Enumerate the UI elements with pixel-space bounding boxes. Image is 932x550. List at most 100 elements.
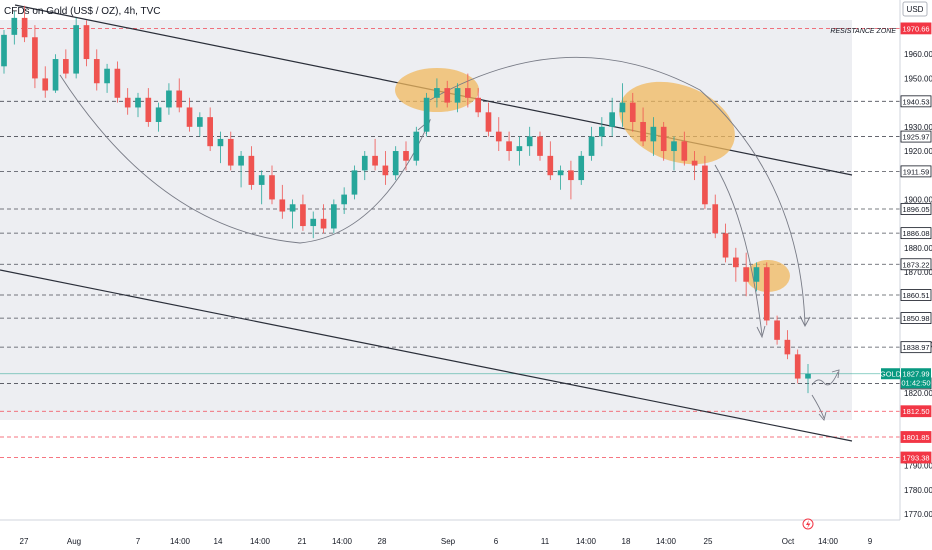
- currency-button[interactable]: USD: [902, 1, 928, 17]
- symbol-label: GOLD: [880, 370, 902, 379]
- symbol-box: [881, 368, 900, 380]
- candle-body: [361, 155, 368, 171]
- badge-box: [900, 341, 932, 354]
- arrow-head: [818, 411, 827, 421]
- candle-body: [320, 218, 327, 229]
- badge-box: [900, 258, 932, 271]
- candle-body: [73, 25, 79, 74]
- candle-body: [1, 34, 7, 67]
- candle-body: [227, 138, 234, 166]
- level-badge: 1860.51: [900, 289, 932, 301]
- candle-body: [733, 257, 739, 268]
- bounce-path: [811, 371, 839, 386]
- arrow-head: [756, 325, 766, 339]
- level-badge: 1970.66: [900, 22, 932, 35]
- candle-body: [155, 107, 162, 122]
- price-tick-label: 1880.00: [904, 244, 932, 253]
- candle-body: [599, 126, 605, 137]
- chart-title: CFDs on Gold (US$ / OZ), 4h, TVC: [4, 6, 161, 17]
- time-tick-label: Sep: [441, 537, 456, 546]
- candle-body: [289, 204, 296, 212]
- arrow-head: [799, 315, 811, 327]
- lower-trendline: [0, 269, 853, 442]
- candle-body: [217, 138, 224, 147]
- candle-body: [238, 155, 244, 166]
- candle-body: [176, 90, 183, 108]
- candle-body: [413, 131, 420, 161]
- time-tick-label: 9: [868, 537, 873, 546]
- time-tick-label: 14: [214, 537, 223, 546]
- candle-body: [526, 136, 533, 147]
- badge-price: 1873.22: [902, 260, 929, 269]
- candle-body: [444, 88, 451, 103]
- price-tick-label: 1920.00: [904, 147, 932, 156]
- time-tick-label: 14:00: [170, 537, 191, 546]
- candle-body: [722, 233, 729, 258]
- candle-body: [629, 102, 636, 122]
- resistance-zone-label: RESISTANCE ZONE: [830, 28, 896, 35]
- candle-body: [578, 155, 585, 181]
- candle-body: [166, 90, 172, 108]
- candle-body: [392, 151, 399, 176]
- time-tick-label: 25: [704, 537, 713, 546]
- candle-body: [660, 126, 667, 152]
- candle-body: [279, 199, 286, 212]
- time-tick-label: 14:00: [332, 537, 353, 546]
- level-badge: 1873.22: [900, 258, 932, 271]
- badge-box: [900, 130, 932, 143]
- candle-body: [269, 175, 275, 200]
- candle-body: [537, 136, 543, 156]
- candle-body: [547, 155, 554, 176]
- price-tick-label: 1900.00: [904, 195, 932, 204]
- candle-body: [465, 88, 471, 98]
- badge-price: 1925.97: [902, 133, 929, 142]
- badge-box: [900, 95, 932, 108]
- badge-price: 1801.85: [902, 433, 929, 442]
- candle-body: [124, 97, 131, 108]
- candle-body: [197, 117, 203, 127]
- badge-box: [900, 22, 932, 35]
- candle-body: [382, 165, 389, 176]
- candle-body: [743, 267, 749, 282]
- time-tick-label: Oct: [782, 537, 795, 546]
- candle-body: [341, 194, 347, 205]
- candle-body: [691, 160, 698, 166]
- candle-body: [135, 97, 141, 108]
- candle-body: [258, 175, 265, 185]
- candle-body: [104, 68, 110, 84]
- level-badge: 1925.97: [900, 130, 932, 143]
- candle-body: [52, 59, 59, 91]
- badge-price: 1970.66: [902, 24, 929, 33]
- time-tick-label: 14:00: [250, 537, 271, 546]
- badge-price: 1940.53: [902, 97, 929, 106]
- badge-price: 1812.50: [902, 407, 929, 416]
- price-tick-label: 1950.00: [904, 74, 932, 83]
- level-badge: 1850.98: [900, 312, 932, 324]
- time-tick-label: 28: [378, 537, 387, 546]
- drop-path: [714, 164, 763, 336]
- candle-body: [207, 117, 213, 147]
- level-badge: 1896.05: [900, 203, 932, 215]
- candle-body: [42, 78, 49, 91]
- highlight-zone: [619, 81, 735, 165]
- price-tick-label: 1960.00: [904, 50, 932, 59]
- badge-price: 1838.97: [902, 343, 929, 352]
- price-tick-label: 1790.00: [904, 462, 932, 471]
- time-tick-label: 18: [622, 537, 631, 546]
- level-badge: 1838.97: [900, 341, 932, 354]
- time-axis-labels: 27 Aug 7 14:00 14 14:00 21 14:00 28 Sep 6 11 14:00 18…: [20, 537, 873, 546]
- candle-body: [774, 320, 780, 340]
- candle-body: [650, 126, 657, 142]
- down-path: [811, 394, 825, 419]
- candle-body: [588, 136, 595, 156]
- level-badge: 1911.59: [900, 165, 932, 178]
- time-axis[interactable]: [0, 520, 900, 550]
- lightning-icon[interactable]: [802, 518, 814, 530]
- badge-box: [900, 289, 932, 301]
- candle-body: [475, 97, 481, 113]
- badge-box: [900, 203, 932, 215]
- svg-text:USD: USD: [907, 5, 924, 14]
